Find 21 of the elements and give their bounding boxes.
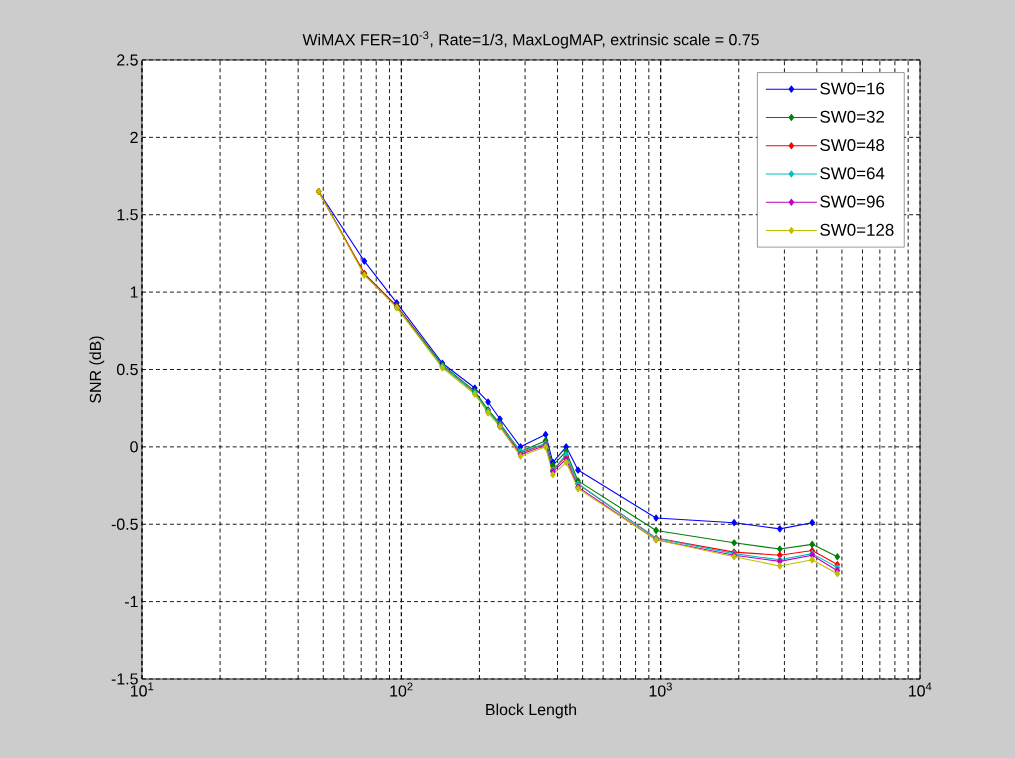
y-tick-label: 1.5 [117,209,138,221]
legend-label: SW0=32 [820,110,885,123]
y-tick-label: 0 [130,441,138,453]
y-tick-label: 1 [130,286,138,298]
legend-label: SW0=64 [820,167,885,180]
legend-label: SW0=16 [820,82,885,95]
x-tick-label: 10$^{2}$ [390,682,413,697]
y-tick-label: 2.5 [117,54,138,66]
x-axis-title: Block Length [486,703,577,719]
y-axis-title: SNR (dB) [89,336,105,403]
y-tick-label: 2 [130,131,138,143]
x-tick-label: 10$^{3}$ [649,682,672,697]
legend-label: SW0=48 [820,139,885,152]
chart-title: WiMAX FER=10$^{-3}$, Rate=1/3, MaxLogMAP, extrinsic scale = 0.75 [302,31,759,49]
y-tick-label: -0.5 [111,518,138,530]
legend-label: SW0=128 [820,223,894,236]
y-tick-label: -1 [125,596,138,608]
y-tick-label: -1.5 [111,673,138,685]
x-tick-label: 10$^{4}$ [909,682,932,697]
y-tick-label: 0.5 [116,363,138,376]
legend-label: SW0=96 [820,195,885,208]
